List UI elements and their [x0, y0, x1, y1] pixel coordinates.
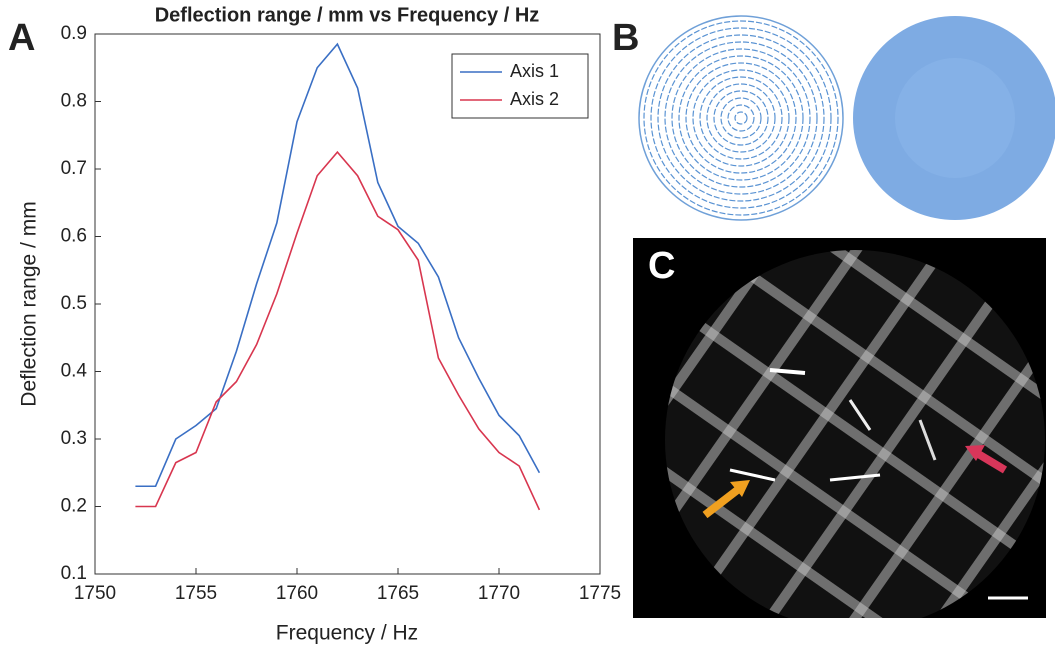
x-tick-label: 1755 [175, 583, 217, 604]
legend-label: Axis 1 [510, 61, 559, 81]
ring [664, 41, 818, 195]
ring [685, 62, 797, 174]
x-tick-label: 1775 [579, 583, 621, 604]
y-tick-label: 0.9 [61, 23, 87, 44]
ring [713, 90, 769, 146]
ring [720, 97, 762, 139]
y-tick-label: 0.8 [61, 91, 87, 112]
x-tick-label: 1760 [276, 583, 318, 604]
y-tick-label: 0.3 [61, 428, 87, 449]
panel-label: B [612, 17, 639, 59]
y-tick-label: 0.1 [61, 563, 87, 584]
ring [678, 55, 804, 181]
ring [692, 69, 790, 167]
panel-label: A [8, 17, 35, 59]
ring [643, 20, 839, 216]
legend-box [451, 53, 589, 119]
ring [734, 111, 748, 125]
x-tick-label: 1750 [74, 583, 116, 604]
ring [671, 48, 811, 188]
x-tick-label: 1770 [478, 583, 520, 604]
ring [706, 83, 776, 153]
ring [657, 34, 825, 202]
panel-c-image [633, 238, 1046, 618]
x-tick-label: 1765 [377, 583, 419, 604]
ring [650, 27, 832, 209]
chart-title: Deflection range / mm vs Frequency / Hz [155, 4, 540, 26]
y-tick-label: 0.7 [61, 158, 87, 179]
y-tick-label: 0.4 [61, 361, 88, 382]
y-axis-label: Deflection range / mm [18, 201, 41, 406]
x-axis-label: Frequency / Hz [276, 622, 418, 645]
series-line [135, 42, 541, 488]
ring [727, 104, 755, 132]
panel-label: C [648, 245, 675, 287]
panel-b-images [638, 15, 1055, 221]
ring [699, 76, 783, 160]
legend-label: Axis 2 [510, 89, 559, 109]
y-tick-label: 0.6 [61, 226, 87, 247]
series-line [135, 150, 541, 511]
y-tick-label: 0.2 [61, 496, 87, 517]
y-tick-label: 0.5 [61, 293, 87, 314]
